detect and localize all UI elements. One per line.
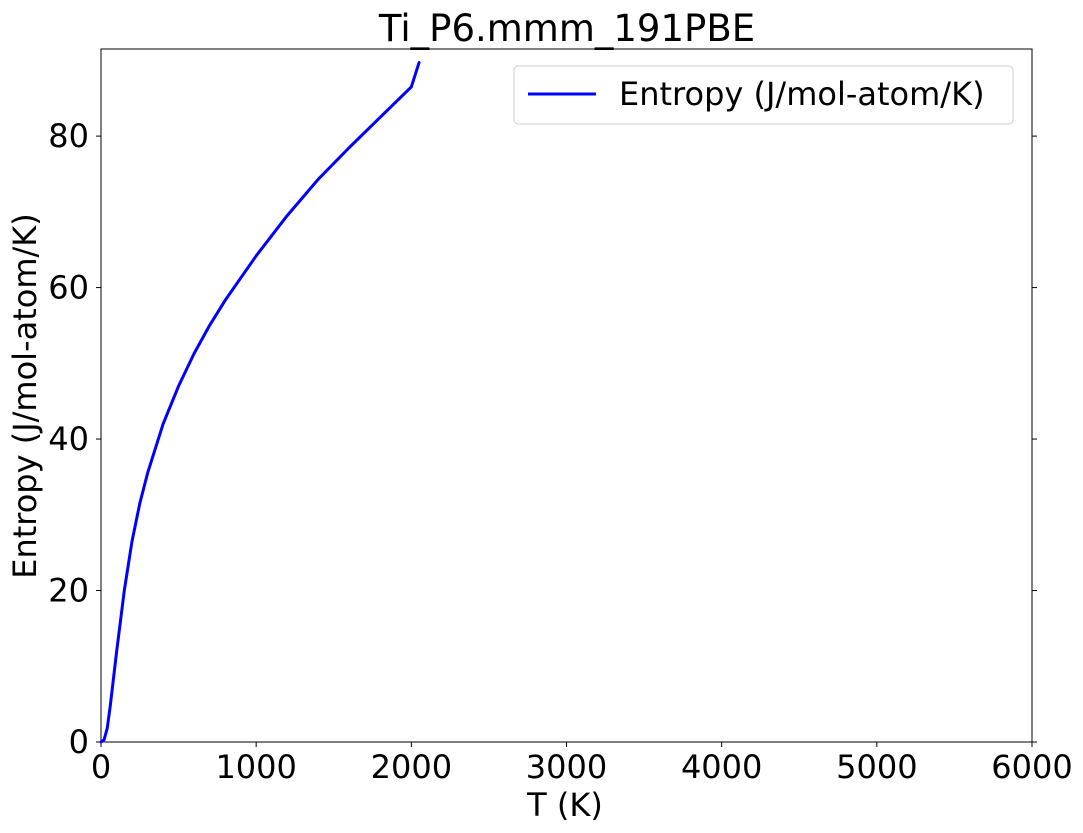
legend: Entropy (J/mol-atom/K) [513, 65, 1014, 125]
x-tick-label: 3000 [526, 748, 607, 786]
y-tick-label: 60 [48, 269, 89, 307]
y-tick-label: 20 [48, 572, 89, 610]
y-tick-label: 40 [48, 420, 89, 458]
legend-label: Entropy (J/mol-atom/K) [619, 75, 985, 113]
x-tick-label: 2000 [371, 748, 452, 786]
x-tick-label: 6000 [991, 748, 1072, 786]
y-axis-label: Entropy (J/mol-atom/K) [6, 213, 44, 579]
plot-area: 0 1000 2000 3000 4000 5000 6000 0 20 40 60 80 [48, 48, 1073, 786]
chart-title: Ti_P6.mmm_191PBE [378, 7, 755, 50]
x-tick-label: 5000 [836, 748, 917, 786]
x-tick-label: 0 [91, 748, 111, 786]
y-tick-label: 0 [69, 723, 89, 761]
x-axis-label: T (K) [526, 786, 603, 824]
plot-frame [100, 48, 1033, 743]
y-tick-label: 80 [48, 117, 89, 155]
x-tick-label: 1000 [215, 748, 296, 786]
legend-frame [513, 65, 1014, 125]
series-line-entropy [99, 61, 421, 744]
x-tick-label: 4000 [681, 748, 762, 786]
